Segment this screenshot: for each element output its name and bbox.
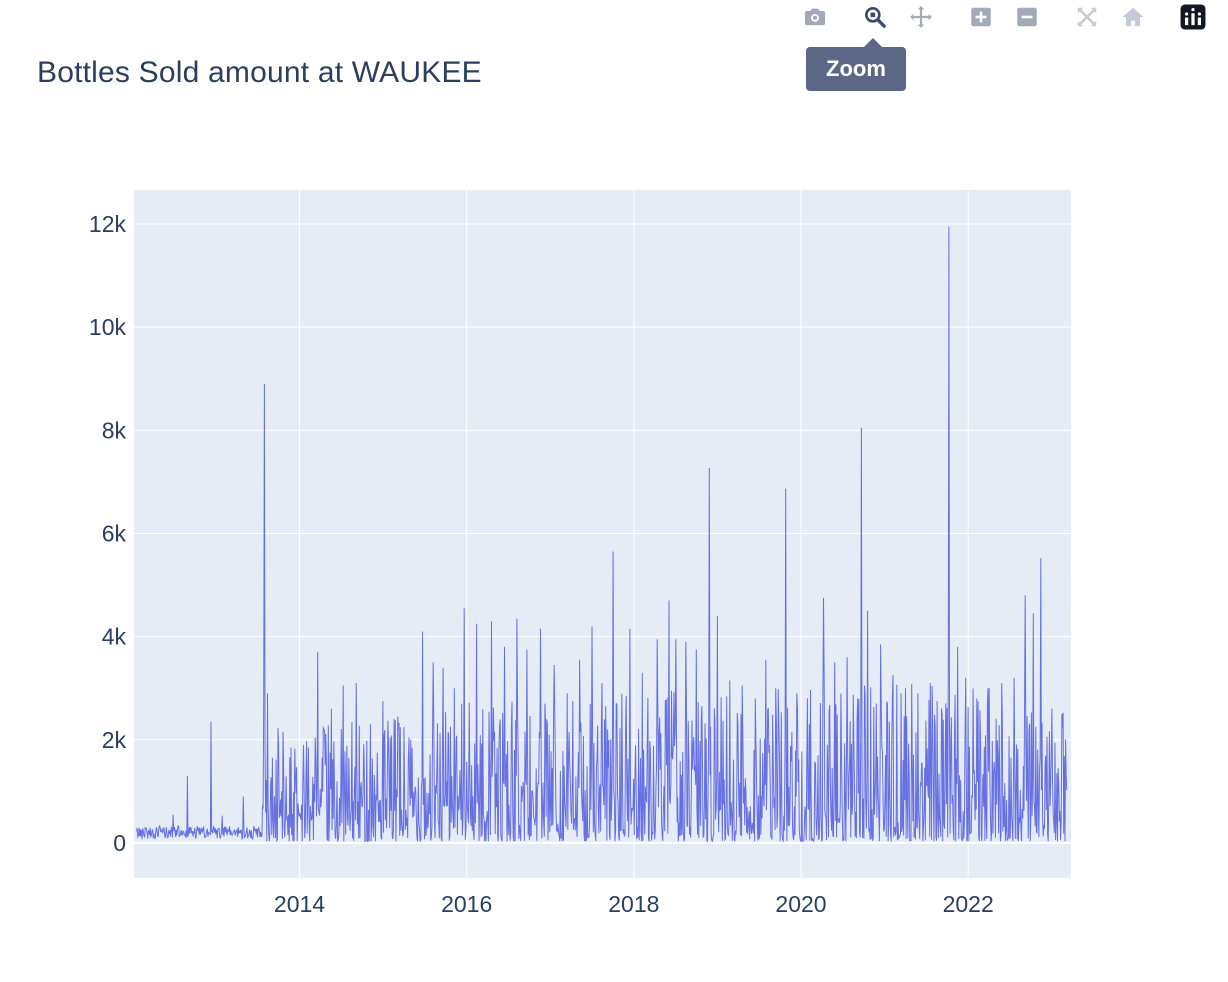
modebar-button-zoom[interactable] — [852, 2, 898, 32]
modebar-button-zoom-out[interactable] — [1004, 2, 1050, 32]
modebar-tooltip: Zoom — [806, 38, 906, 91]
x-tick-label: 2020 — [775, 891, 826, 917]
modebar-button-plotly-logo[interactable] — [1170, 2, 1216, 32]
pan-icon — [910, 6, 932, 28]
series-line — [136, 226, 1068, 843]
tooltip-label: Zoom — [826, 56, 886, 81]
modebar-button-zoom-in[interactable] — [958, 2, 1004, 32]
modebar-button-reset[interactable] — [1110, 2, 1156, 32]
zoom-out-icon — [1017, 7, 1037, 27]
y-tick-label: 6k — [102, 520, 127, 546]
modebar-button-pan[interactable] — [898, 2, 944, 32]
modebar-button-autoscale[interactable] — [1064, 2, 1110, 32]
plotly-logo-icon — [1180, 4, 1206, 30]
x-tick-label: 2018 — [608, 891, 659, 917]
home-icon — [1122, 7, 1144, 27]
y-tick-label: 4k — [102, 624, 127, 650]
chart-title: Bottles Sold amount at WAUKEE — [37, 56, 482, 89]
autoscale-icon — [1077, 7, 1097, 27]
y-tick-label: 2k — [102, 727, 127, 753]
x-tick-label: 2022 — [943, 891, 994, 917]
camera-icon — [804, 8, 826, 26]
x-tick-label: 2016 — [441, 891, 492, 917]
tooltip-arrow — [864, 38, 882, 47]
x-tick-label: 2014 — [274, 891, 325, 917]
zoom-in-icon — [971, 7, 991, 27]
modebar — [792, 2, 1216, 32]
y-tick-label: 12k — [89, 211, 127, 237]
y-tick-label: 0 — [113, 830, 126, 856]
modebar-button-download[interactable] — [792, 2, 838, 32]
zoom-icon — [865, 7, 886, 28]
y-tick-label: 8k — [102, 417, 127, 443]
y-tick-label: 10k — [89, 314, 127, 340]
